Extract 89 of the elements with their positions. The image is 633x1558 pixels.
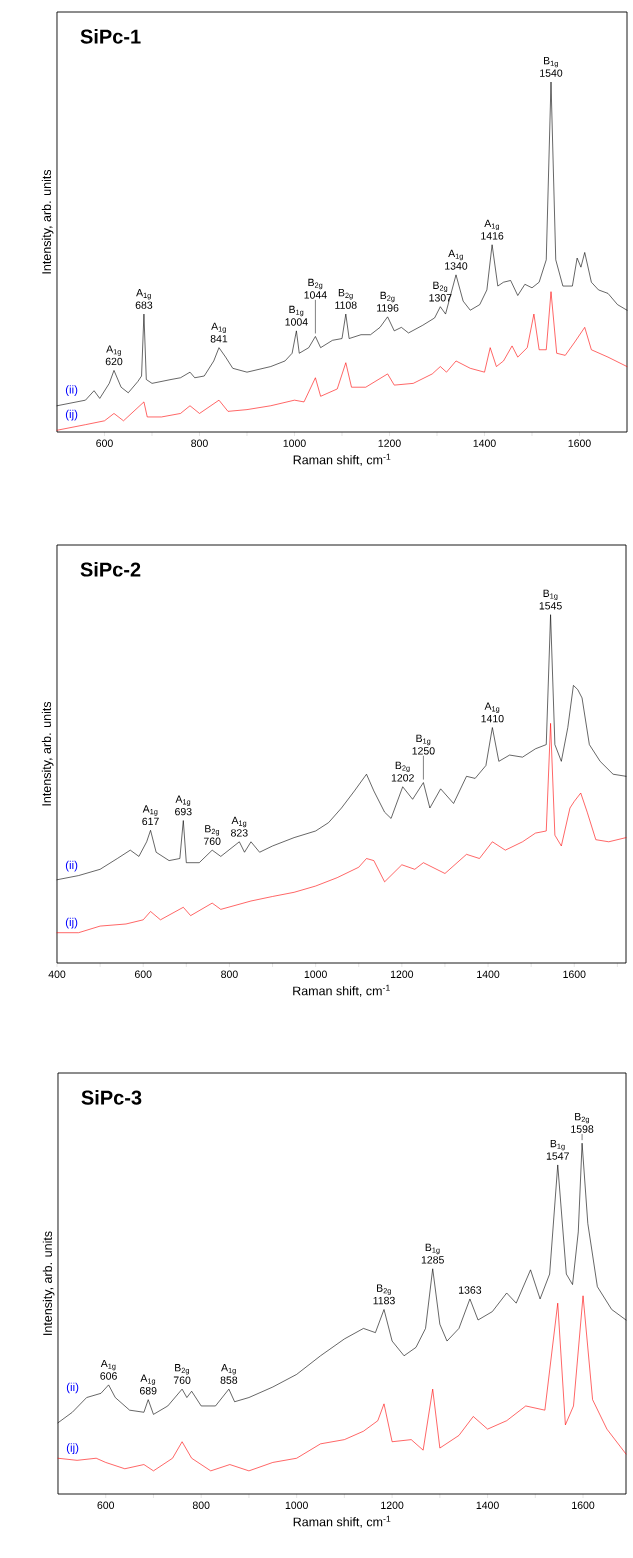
annotation: 1202 xyxy=(391,774,414,782)
annotation: 1183 xyxy=(373,1296,395,1305)
y-axis-title: Intensity, arb. units xyxy=(42,1231,55,1335)
x-tick-label: 400 xyxy=(48,970,66,978)
annotation: B$_{1g}$ xyxy=(543,589,558,601)
annotation: A$_{1g}$ xyxy=(142,805,158,816)
annotation: B$_{2g}$ xyxy=(205,825,220,836)
x-tick-label: 600 xyxy=(96,439,113,447)
annotation: 1108 xyxy=(335,301,357,309)
series-label: (ij) xyxy=(66,1443,79,1455)
annotation: A$_{1g}$ xyxy=(484,219,499,231)
x-tick-label: 1000 xyxy=(283,439,306,447)
x-tick-label: 1400 xyxy=(476,1501,499,1509)
y-axis-title: Intensity, arb. units xyxy=(41,169,54,274)
x-tick-label: 1200 xyxy=(378,439,401,447)
annotation: 1250 xyxy=(412,747,435,755)
annotation: 858 xyxy=(220,1376,238,1384)
annotation: B$_{2g}$ xyxy=(175,1364,189,1375)
x-tick-label: 1000 xyxy=(304,970,327,978)
annotation: 689 xyxy=(139,1387,157,1395)
x-tick-label: 800 xyxy=(221,970,238,978)
x-tick-label: 800 xyxy=(192,1501,210,1509)
x-tick-label: 1200 xyxy=(390,970,414,978)
chart-title: SiPc-3 xyxy=(81,1090,142,1105)
annotation: 1196 xyxy=(377,304,399,312)
x-tick-label: 1000 xyxy=(285,1501,308,1509)
annotation: B$_{2g}$ xyxy=(308,278,323,290)
x-tick-label: 1400 xyxy=(473,439,496,447)
chart-title: SiPc-2 xyxy=(80,561,141,577)
annotation: B$_{2g}$ xyxy=(575,1112,589,1124)
annotation: 1044 xyxy=(304,291,327,299)
annotation: 760 xyxy=(173,1376,191,1384)
annotation: A$_{1g}$ xyxy=(175,795,191,806)
series-label: (ii) xyxy=(66,1382,79,1394)
annotation: B$_{1g}$ xyxy=(544,56,558,68)
annotation: 606 xyxy=(100,1372,117,1380)
annotation: 1547 xyxy=(546,1152,569,1160)
annotation: 693 xyxy=(175,807,192,816)
x-tick-label: 1400 xyxy=(477,970,500,978)
annotation: B$_{2g}$ xyxy=(433,281,448,293)
annotation: 760 xyxy=(203,837,221,845)
series-label: (ij) xyxy=(65,917,78,929)
annotation: A$_{1g}$ xyxy=(140,1374,156,1385)
annotation: 1598 xyxy=(571,1125,594,1133)
annotation: A$_{1g}$ xyxy=(448,249,463,261)
annotation: 1340 xyxy=(445,262,468,270)
x-axis-title: Raman shift, cm$^{-1}$ xyxy=(293,453,391,466)
annotation: A$_{1g}$ xyxy=(221,1364,236,1375)
chart-title: SiPc-1 xyxy=(80,29,141,44)
annotation: B$_{2g}$ xyxy=(380,291,395,303)
annotation: 617 xyxy=(142,817,159,826)
y-axis-title: Intensity, arb. units xyxy=(41,701,54,806)
annotation: 683 xyxy=(135,301,153,309)
annotation: B$_{1g}$ xyxy=(289,305,304,317)
x-axis-title: Raman shift, cm$^{-1}$ xyxy=(293,1515,391,1528)
annotation: A$_{1g}$ xyxy=(100,1359,116,1371)
annotation: B$_{2g}$ xyxy=(377,1284,391,1295)
annotation: B$_{1g}$ xyxy=(425,1243,440,1255)
x-tick-label: 600 xyxy=(97,1501,115,1509)
annotation: B$_{2g}$ xyxy=(338,289,353,300)
annotation: 1285 xyxy=(421,1256,444,1264)
x-tick-label: 600 xyxy=(134,970,152,978)
annotation: A$_{1g}$ xyxy=(136,289,151,300)
annotation: 1545 xyxy=(539,602,562,610)
series-label: (ii) xyxy=(65,860,78,872)
annotation: A$_{1g}$ xyxy=(231,816,247,828)
annotation: 620 xyxy=(105,357,123,366)
annotation: A$_{1g}$ xyxy=(484,702,500,713)
annotation: B$_{1g}$ xyxy=(416,734,431,746)
annotation: B$_{2g}$ xyxy=(395,761,410,773)
series-label: (ij) xyxy=(65,409,78,421)
annotation: B$_{1g}$ xyxy=(550,1139,565,1151)
annotation: A$_{1g}$ xyxy=(106,345,121,356)
series-label: (ii) xyxy=(65,385,78,396)
x-tick-label: 1200 xyxy=(381,1501,404,1509)
x-tick-label: 1600 xyxy=(563,970,586,978)
annotation: 1307 xyxy=(429,294,452,302)
annotation: 1416 xyxy=(481,232,504,240)
annotation: A$_{1g}$ xyxy=(211,322,226,334)
annotation: 1540 xyxy=(540,69,563,77)
x-axis-title: Raman shift, cm$^{-1}$ xyxy=(293,984,390,997)
annotation: 1004 xyxy=(285,318,308,326)
annotation: 1363 xyxy=(459,1286,482,1294)
annotation: 823 xyxy=(231,829,248,837)
x-tick-label: 1600 xyxy=(572,1501,595,1509)
x-tick-label: 800 xyxy=(191,439,208,447)
x-tick-label: 1600 xyxy=(568,439,591,447)
annotation: 1410 xyxy=(481,714,504,723)
annotation: 841 xyxy=(210,335,228,343)
